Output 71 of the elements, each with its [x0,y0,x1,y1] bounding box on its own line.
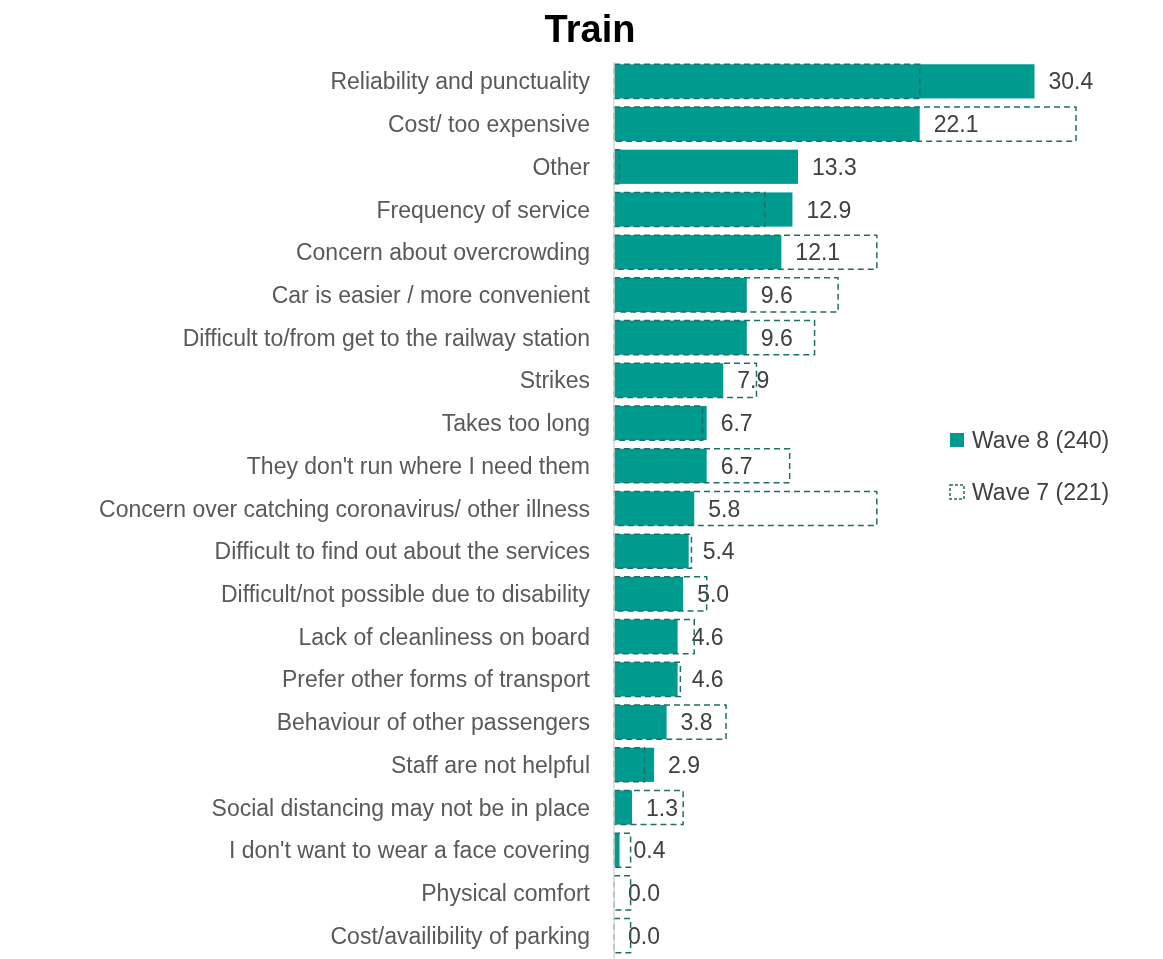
bar [613,191,766,228]
legend-label: Wave 7 (221) [972,479,1110,506]
data-label: 9.6 [760,324,793,351]
bar [614,747,655,782]
data-label: 12.9 [806,196,852,223]
data-label: 3.8 [680,709,713,736]
data-label: 6.7 [720,410,753,437]
bar [613,447,791,484]
bar [614,790,632,825]
bar [614,192,793,227]
y-tick-label: Prefer other forms of transport [281,666,591,693]
data-label: 0.4 [633,837,666,864]
data-label: 9.6 [760,281,793,308]
data-label: 13.3 [811,153,857,180]
bar [613,319,816,356]
bar [613,277,839,313]
data-label: 5.8 [708,495,741,522]
bar [614,106,920,142]
bar [614,64,1035,99]
bar [614,277,747,313]
data-label: 2.9 [668,751,701,778]
data-label: 30.4 [1048,68,1094,95]
bar [613,704,727,740]
data-label: 4.6 [691,623,724,650]
data-label: 0.0 [628,922,660,949]
y-tick-label: I don't want to wear a face covering [228,837,590,864]
y-tick-label: Reliability and punctuality [330,68,591,95]
y-tick-label: Staff are not helpful [390,751,590,778]
y-tick-label: Social distancing may not be in place [211,794,590,821]
bar [614,320,747,355]
y-tick-label: Concern over catching coronavirus/ other illness [99,495,590,522]
bar [613,789,684,826]
bar [614,363,724,398]
bar [614,491,695,526]
y-tick-label: They don't run where I need them [246,452,590,479]
y-tick-label: Difficult to find out about the services [214,538,590,565]
data-label: 0.0 [628,879,660,906]
bar [614,704,667,740]
bar [614,576,684,612]
y-tick-label: Other [532,153,591,180]
bar [613,490,878,527]
y-tick-label: Difficult to/from get to the railway station [182,324,590,351]
data-label: 4.6 [691,666,724,693]
y-tick-label: Cost/ too expensive [387,111,590,138]
data-label: 7.9 [737,367,770,394]
y-tick-label: Physical comfort [421,879,591,906]
data-label: 5.0 [697,580,730,607]
data-label: 22.1 [933,111,979,138]
bar [613,106,1077,142]
bar [614,619,678,654]
data-label: 5.4 [702,538,735,565]
y-tick-label: Behaviour of other passengers [276,709,590,736]
data-label: 12.1 [795,239,841,266]
bar [614,149,798,184]
bar [614,235,782,270]
bar [613,63,921,100]
y-tick-label: Car is easier / more convenient [271,281,591,308]
bar [614,448,707,483]
legend-label: Wave 8 (240) [972,427,1110,454]
y-tick-label: Frequency of service [376,196,590,223]
y-tick-label: Cost/availibility of parking [330,922,590,949]
y-tick-label: Difficult/not possible due to disability [220,580,591,607]
y-tick-label: Concern about overcrowding [295,239,590,266]
data-label: 6.7 [720,452,753,479]
y-tick-label: Takes too long [441,410,590,437]
chart-title: Train [544,8,636,50]
bar [613,234,878,271]
data-label: 1.3 [645,794,678,821]
bar [613,148,621,185]
y-tick-label: Strikes [519,367,590,394]
y-tick-label: Lack of cleanliness on board [298,623,590,650]
